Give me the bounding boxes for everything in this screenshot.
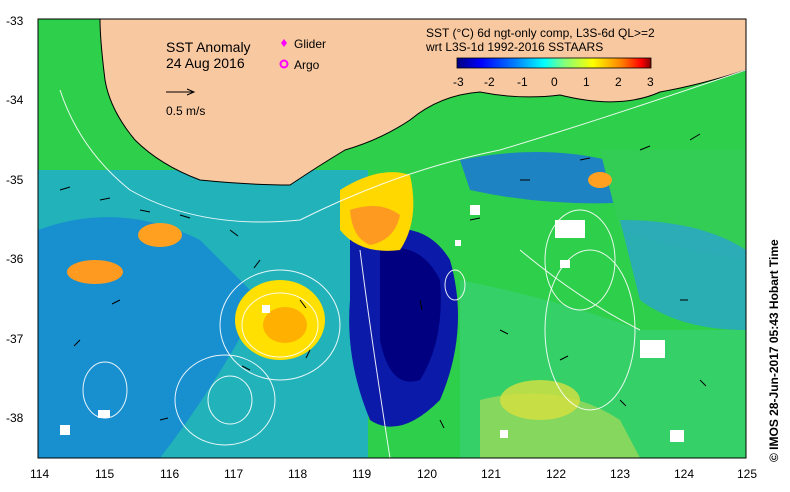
colorbar (456, 57, 652, 69)
lon-tick: 125 (737, 467, 757, 481)
scale-arrow-label: 0.5 m/s (166, 104, 205, 118)
lon-tick: 124 (674, 467, 694, 481)
lat-axis: -33 -34 -35 -36 -37 -38 (6, 14, 24, 425)
lon-tick: 119 (352, 467, 371, 481)
colorbar-tick: -2 (484, 75, 495, 89)
lat-tick: -36 (6, 252, 24, 266)
colorbar-caption-1: SST (°C) 6d ngt-only comp, L3S-6d QL>=2 (426, 26, 655, 40)
lon-tick: 116 (160, 467, 179, 481)
colorbar-tick: 3 (647, 75, 654, 89)
lon-tick: 114 (30, 467, 49, 481)
map-title: SST Anomaly (166, 39, 251, 55)
lon-tick: 120 (417, 467, 437, 481)
colorbar-ticks: -3 -2 -1 0 1 2 3 (453, 75, 654, 89)
colorbar-tick: -3 (453, 75, 464, 89)
lon-tick: 115 (95, 467, 114, 481)
credit-text: © IMOS 28-Jun-2017 05:43 Hobart Time (767, 239, 781, 462)
lat-tick: -34 (6, 93, 24, 107)
map-date: 24 Aug 2016 (166, 55, 245, 71)
scale-arrow (166, 88, 196, 96)
argo-label: Argo (294, 58, 320, 72)
lon-axis: 114 115 116 117 118 119 120 121 122 123 … (30, 467, 757, 481)
colorbar-tick: 0 (551, 75, 558, 89)
lat-tick: -35 (6, 173, 24, 187)
sst-field (38, 19, 746, 458)
lon-tick: 117 (224, 467, 243, 481)
argo-legend: Argo (279, 58, 320, 72)
colorbar-tick: 1 (583, 75, 590, 89)
lon-tick: 122 (546, 467, 566, 481)
lat-tick: -37 (6, 332, 24, 346)
colorbar-tick: 2 (615, 75, 622, 89)
lon-tick: 118 (288, 467, 307, 481)
colorbar-caption-2: wrt L3S-1d 1992-2016 SSTAARS (425, 40, 603, 54)
lat-tick: -38 (6, 411, 24, 425)
glider-legend: Glider (281, 37, 326, 51)
lat-tick: -33 (6, 14, 24, 28)
glider-marker-icon (281, 39, 287, 47)
lon-tick: 123 (610, 467, 630, 481)
colorbar-tick: -1 (517, 75, 528, 89)
argo-marker-icon (279, 59, 289, 69)
glider-label: Glider (294, 37, 326, 51)
lon-tick: 121 (481, 467, 501, 481)
